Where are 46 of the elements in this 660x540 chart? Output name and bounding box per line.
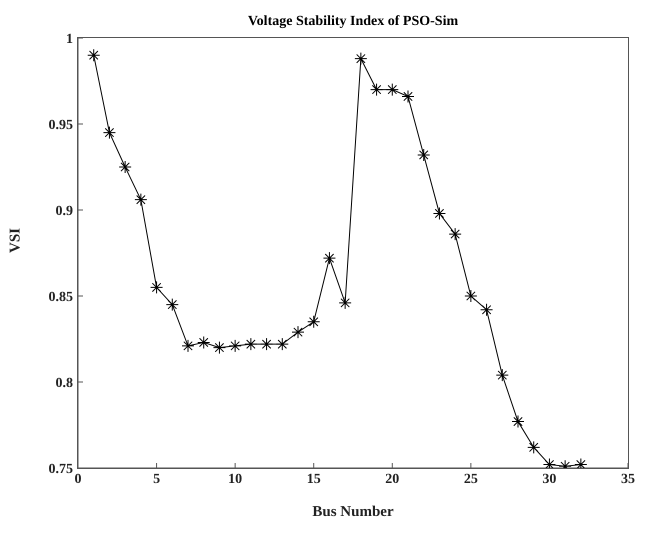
point (276, 338, 289, 351)
chart-title: Voltage Stability Index of PSO-Sim (246, 14, 460, 30)
point (260, 338, 274, 351)
point (432, 206, 446, 220)
point (512, 415, 524, 428)
point (386, 83, 399, 96)
point (417, 148, 430, 162)
x-tick-label: 25 (464, 472, 478, 487)
point (480, 303, 494, 316)
y-tick-label: 0.95 (48, 118, 73, 133)
point (182, 339, 194, 352)
point (354, 52, 368, 66)
point (166, 298, 179, 312)
point (464, 290, 478, 302)
y-tick-label: 0.75 (48, 462, 73, 477)
point (307, 315, 320, 328)
point (212, 341, 226, 354)
point (150, 280, 164, 294)
point (292, 326, 304, 339)
point (244, 338, 258, 351)
y-tick-label: 1 (66, 32, 73, 47)
point (197, 336, 210, 349)
x-tick-label: 15 (306, 472, 321, 487)
x-tick-label: 30 (542, 472, 556, 487)
y-tick-label: 0.85 (48, 290, 73, 305)
point (102, 126, 116, 140)
point (338, 296, 352, 310)
y-tick-label: 0.9 (56, 204, 73, 219)
point (496, 368, 509, 382)
y-tick-label: 0.8 (56, 376, 73, 391)
x-tick-label: 35 (621, 472, 635, 487)
point (134, 193, 148, 206)
point (448, 228, 462, 241)
x-tick-label: 20 (385, 472, 400, 487)
x-tick-label: 0 (74, 472, 82, 487)
point (527, 440, 540, 454)
y-axis-title: VSI (7, 228, 24, 253)
point (322, 252, 336, 265)
x-tick-label: 10 (228, 472, 242, 487)
point (118, 160, 132, 174)
point (87, 48, 100, 62)
x-tick-label: 5 (153, 472, 160, 487)
point (402, 90, 414, 103)
x-axis-title: Bus Number (312, 504, 394, 520)
point (370, 83, 384, 96)
point (228, 339, 242, 352)
